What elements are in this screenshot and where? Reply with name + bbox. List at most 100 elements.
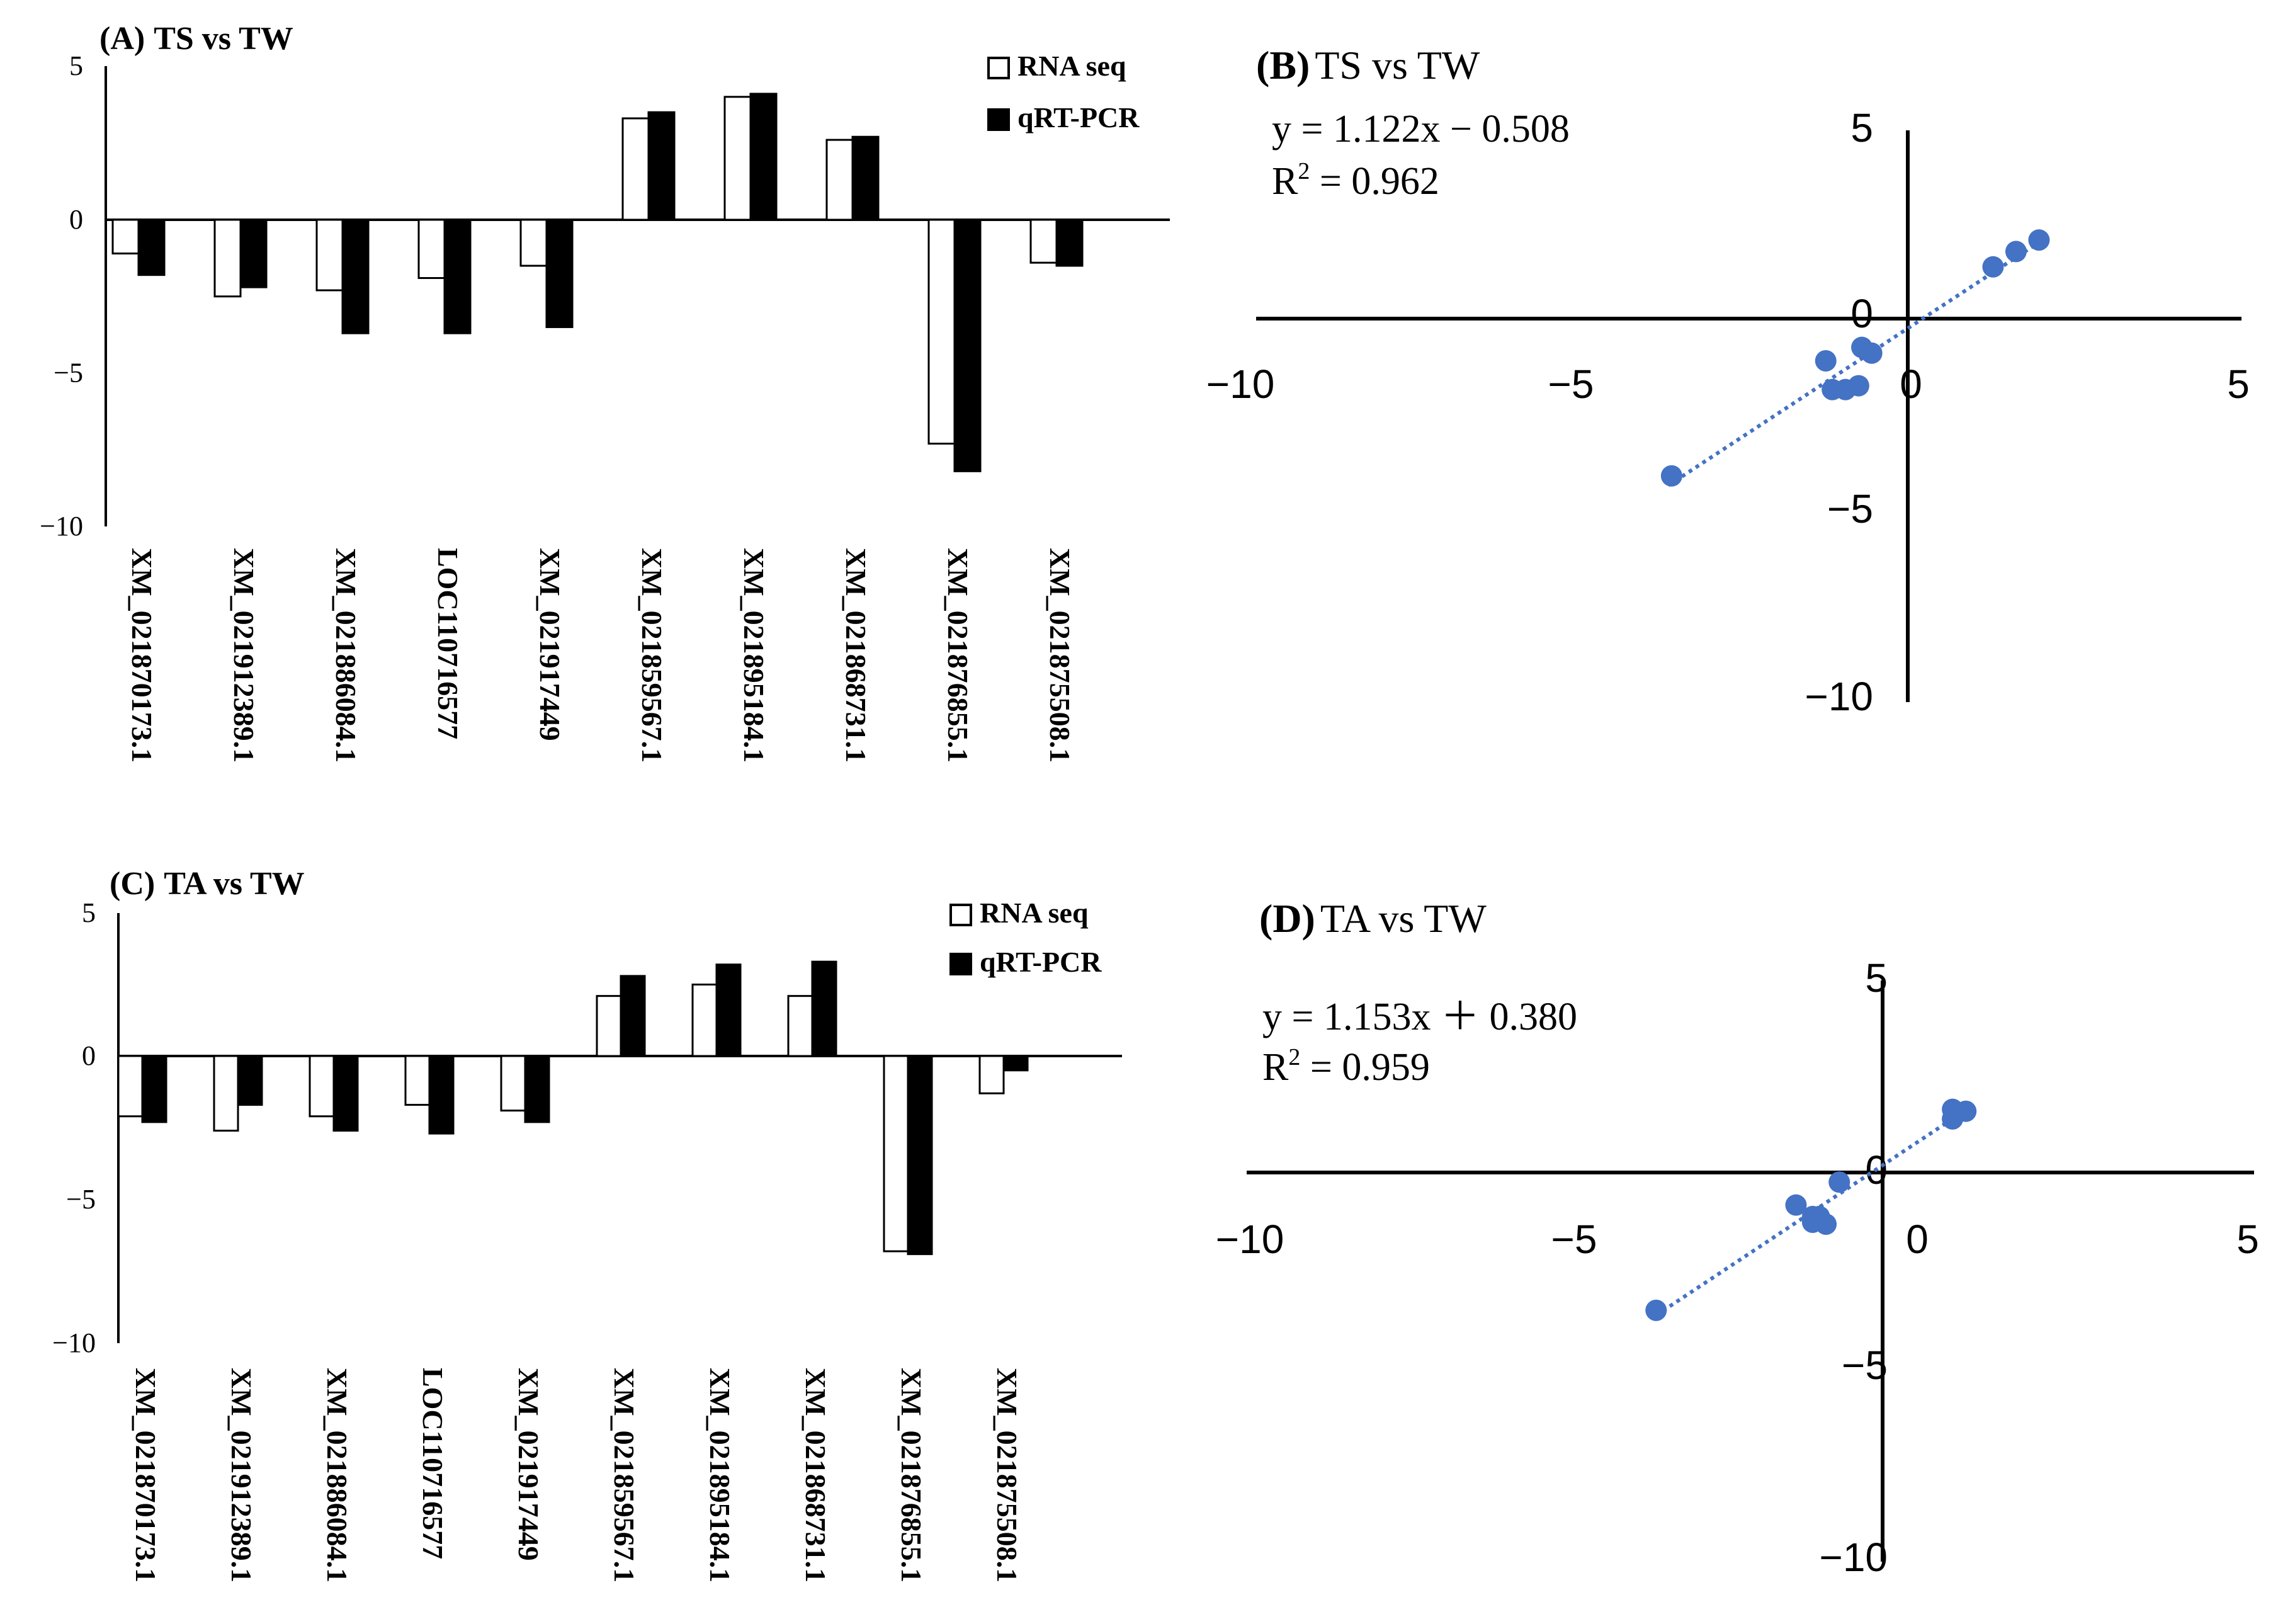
data-point bbox=[1861, 342, 1883, 364]
chart-title: (B) TS vs TW bbox=[1256, 43, 1480, 88]
chart-title-text: TS vs TW bbox=[154, 21, 293, 57]
chart-title-letter: (D) bbox=[1259, 896, 1315, 941]
category-label: XM_021895184.1 bbox=[704, 1368, 736, 1582]
legend-swatch-qrt-pcr bbox=[949, 953, 972, 975]
bar-rna-seq bbox=[691, 984, 718, 1057]
x-tick-label: 5 bbox=[2227, 361, 2250, 407]
category-label: XM_021886084.1 bbox=[330, 548, 362, 763]
category-label: XM_021868731.1 bbox=[840, 548, 872, 763]
x-tick-label: 0 bbox=[1900, 361, 1922, 407]
category-label: XM_021859567.1 bbox=[636, 548, 668, 763]
bar-qrt-pcr bbox=[1002, 1055, 1029, 1072]
trendline bbox=[1667, 241, 2041, 487]
category-label: XM_021917449 bbox=[513, 1368, 545, 1561]
x-tick-label: 0 bbox=[1906, 1217, 1929, 1262]
r-squared-sup: 2 bbox=[1288, 1044, 1300, 1070]
panel-a: (A) TS vs TW 5 0 −5 −10 XM_021870173.1 XM_02191… bbox=[40, 21, 1170, 763]
chart-title-text: TA vs TW bbox=[164, 866, 305, 902]
r-squared: R2 = 0.962 bbox=[1272, 158, 1439, 203]
y-tick-label: 0 bbox=[82, 1040, 96, 1071]
bar-rna-seq bbox=[111, 219, 140, 255]
bar-rna-seq bbox=[1029, 219, 1058, 264]
y-tick-label: 5 bbox=[1850, 105, 1873, 150]
bar-rna-seq bbox=[978, 1055, 1005, 1094]
bar-rna-seq bbox=[596, 995, 622, 1057]
r-squared: R2 = 0.959 bbox=[1262, 1044, 1430, 1089]
category-label: LOC110716577 bbox=[417, 1368, 449, 1559]
bar-rna-seq bbox=[500, 1055, 526, 1112]
y-tick-label: −5 bbox=[66, 1184, 96, 1215]
r-squared-value: = 0.962 bbox=[1310, 160, 1439, 203]
legend-swatch-rna-seq bbox=[987, 57, 1010, 79]
y-tick-label: −10 bbox=[1805, 674, 1873, 719]
category-label: XM_021876855.1 bbox=[895, 1368, 927, 1582]
legend-label-qrt-pcr: qRT-PCR bbox=[1017, 101, 1140, 133]
panel-d: (D) TA vs TW y = 1.153x ＋ 0.380 R2 = 0.959 −… bbox=[1216, 896, 2259, 1580]
bar-rna-seq bbox=[213, 219, 242, 298]
category-label: LOC110716577 bbox=[432, 548, 464, 739]
bar-qrt-pcr bbox=[851, 135, 880, 221]
bar-qrt-pcr bbox=[620, 975, 646, 1057]
bar-qrt-pcr bbox=[141, 1055, 167, 1123]
bar-rna-seq bbox=[213, 1055, 239, 1132]
r-squared-value: = 0.959 bbox=[1300, 1046, 1429, 1089]
r-squared-label: R bbox=[1262, 1046, 1289, 1089]
bar-qrt-pcr bbox=[715, 963, 742, 1057]
data-point bbox=[1982, 256, 2004, 278]
y-tick-label: −10 bbox=[52, 1327, 96, 1358]
bar-rna-seq bbox=[787, 995, 813, 1057]
bar-rna-seq bbox=[309, 1055, 335, 1118]
data-point bbox=[1785, 1194, 1807, 1216]
y-tick-label: −5 bbox=[54, 358, 83, 389]
x-tick-label: −10 bbox=[1206, 361, 1275, 407]
y-tick-label: −5 bbox=[1842, 1343, 1888, 1388]
data-point bbox=[1815, 1213, 1837, 1235]
category-label: XM_021917449 bbox=[534, 548, 566, 741]
legend-label-qrt-pcr: qRT-PCR bbox=[980, 946, 1102, 978]
y-tick-label: −5 bbox=[1827, 486, 1873, 531]
y-tick-label: −10 bbox=[40, 511, 83, 542]
bar-qrt-pcr bbox=[428, 1055, 455, 1135]
chart-title-text: TA vs TW bbox=[1320, 896, 1487, 941]
category-label: XM_021859567.1 bbox=[608, 1368, 640, 1582]
legend: RNA seq qRT-PCR bbox=[987, 50, 1140, 133]
bar-rna-seq bbox=[621, 117, 650, 221]
bar-qrt-pcr bbox=[545, 219, 574, 328]
bar-qrt-pcr bbox=[524, 1055, 550, 1123]
bar-qrt-pcr bbox=[907, 1055, 933, 1256]
bar-qrt-pcr bbox=[239, 219, 268, 288]
x-tick-label: −10 bbox=[1216, 1217, 1284, 1262]
data-point bbox=[1955, 1100, 1977, 1122]
panel-b: (B) TS vs TW y = 1.122x − 0.508 R2 = 0.962 −… bbox=[1206, 43, 2250, 719]
chart-title: (C) TA vs TW bbox=[110, 866, 305, 902]
regression-equation: y = 1.122x − 0.508 bbox=[1272, 108, 1570, 150]
y-tick-label: 5 bbox=[82, 897, 96, 928]
legend-label-rna-seq: RNA seq bbox=[1017, 50, 1126, 82]
legend-label-rna-seq: RNA seq bbox=[980, 897, 1089, 929]
chart-title-text: TS vs TW bbox=[1315, 43, 1480, 88]
r-squared-sup: 2 bbox=[1298, 158, 1310, 185]
chart-title-letter: (A) bbox=[99, 21, 145, 57]
regression-equation: y = 1.153x ＋ 0.380 bbox=[1262, 996, 1577, 1038]
panel-c: (C) TA vs TW 5 0 −5 −10 XM_021870173.1 XM_02191… bbox=[52, 866, 1122, 1582]
y-tick-label: 5 bbox=[1865, 955, 1888, 1001]
bar-qrt-pcr bbox=[1055, 219, 1084, 267]
chart-title: (A) TS vs TW bbox=[99, 21, 293, 57]
category-label: XM_021870173.1 bbox=[126, 548, 158, 763]
data-point bbox=[1828, 1171, 1850, 1193]
category-label: XM_021886084.1 bbox=[321, 1368, 353, 1582]
category-label: XM_021868731.1 bbox=[800, 1368, 832, 1582]
bar-qrt-pcr bbox=[237, 1055, 263, 1106]
data-point bbox=[2028, 229, 2050, 251]
y-tick-label: 0 bbox=[69, 204, 83, 235]
data-point bbox=[1645, 1299, 1667, 1321]
r-squared-label: R bbox=[1272, 160, 1298, 203]
category-label: XM_021875508.1 bbox=[1044, 548, 1076, 763]
legend-swatch-rna-seq bbox=[949, 904, 972, 926]
data-point bbox=[2005, 241, 2027, 263]
bar-rna-seq bbox=[883, 1055, 909, 1252]
chart-title: (D) TA vs TW bbox=[1259, 896, 1487, 941]
bar-qrt-pcr bbox=[137, 219, 166, 276]
bar-rna-seq bbox=[117, 1055, 144, 1118]
